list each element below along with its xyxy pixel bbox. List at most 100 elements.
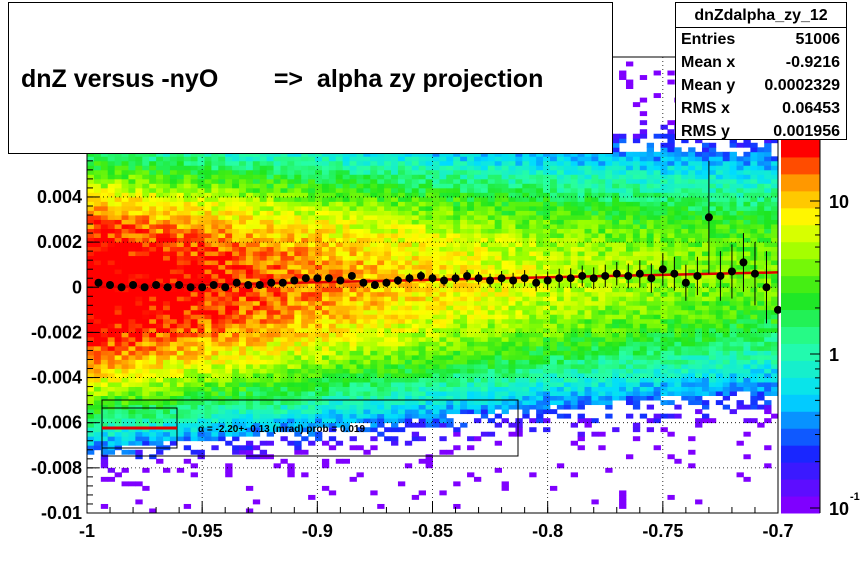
heatmap-cell	[439, 228, 447, 234]
heatmap-cell	[232, 354, 240, 360]
heatmap-cell	[239, 196, 247, 202]
heatmap-cell	[294, 327, 302, 333]
heatmap-cell	[197, 436, 205, 442]
heatmap-cell	[239, 178, 247, 184]
heatmap-cell	[425, 336, 433, 342]
heatmap-cell	[211, 260, 219, 266]
heatmap-cell	[418, 309, 426, 315]
heatmap-cell	[391, 282, 399, 288]
heatmap-cell	[142, 156, 150, 162]
heatmap-cell	[515, 210, 523, 216]
heatmap-cell	[142, 174, 150, 180]
heatmap-cell	[114, 409, 122, 415]
heatmap-cell	[239, 273, 247, 279]
heatmap-cell	[321, 359, 330, 365]
heatmap-cell	[335, 273, 344, 279]
heatmap-cell	[384, 264, 392, 270]
heatmap-cell	[522, 382, 530, 387]
heatmap-cell	[487, 368, 496, 374]
heatmap-cell	[501, 391, 509, 397]
heatmap-cell	[556, 282, 565, 288]
heatmap-cell	[556, 341, 565, 347]
heatmap-cell	[149, 205, 157, 211]
heatmap-cell	[570, 404, 579, 410]
heatmap-cell	[349, 205, 357, 211]
heatmap-cell	[190, 192, 198, 198]
heatmap-cell	[570, 228, 579, 234]
heatmap-cell	[107, 165, 116, 171]
heatmap-cell	[156, 314, 164, 320]
heatmap-cell	[453, 201, 461, 207]
heatmap-cell	[183, 341, 192, 347]
heatmap-cell	[142, 409, 150, 415]
heatmap-cell	[536, 345, 544, 351]
heatmap-cell	[169, 332, 178, 338]
heatmap-cell	[211, 192, 219, 198]
heatmap-cell	[107, 169, 116, 175]
heatmap-cell	[204, 269, 212, 275]
heatmap-cell	[294, 359, 302, 365]
heatmap-cell	[487, 382, 496, 387]
heatmap-cell	[204, 255, 212, 261]
heatmap-cell	[211, 445, 219, 451]
heatmap-cell	[93, 237, 102, 243]
heatmap-cell	[321, 178, 330, 184]
heatmap-cell	[536, 169, 544, 175]
heatmap-cell	[142, 278, 150, 284]
heatmap-cell	[335, 440, 344, 446]
heatmap-cell	[494, 165, 502, 171]
heatmap-cell	[225, 210, 233, 216]
heatmap-cell	[384, 260, 392, 266]
heatmap-cell	[404, 382, 413, 387]
heatmap-cell	[349, 300, 357, 306]
heatmap-cell	[425, 323, 433, 329]
heatmap-cell	[404, 228, 413, 234]
heatmap-cell	[356, 300, 364, 306]
heatmap-cell	[335, 305, 344, 311]
heatmap-cell	[301, 242, 309, 248]
heatmap-cell	[411, 373, 420, 378]
heatmap-cell	[418, 269, 426, 275]
heatmap-cell	[176, 364, 185, 369]
heatmap-cell	[156, 458, 164, 464]
heatmap-cell	[418, 228, 426, 234]
heatmap-cell	[211, 151, 219, 157]
heatmap-cell	[211, 422, 219, 428]
heatmap-cell	[197, 336, 205, 342]
heatmap-cell	[245, 160, 254, 166]
heatmap-cell	[273, 377, 281, 383]
heatmap-cell	[197, 201, 205, 207]
heatmap-cell	[328, 273, 337, 279]
heatmap-cell	[176, 418, 185, 424]
heatmap-cell	[432, 210, 440, 216]
heatmap-cell	[135, 373, 143, 378]
heatmap-cell	[418, 174, 426, 180]
heatmap-cell	[328, 445, 337, 451]
heatmap-cell	[321, 373, 330, 378]
heatmap-cell	[432, 404, 440, 410]
heatmap-cell	[197, 418, 205, 424]
heatmap-cell	[487, 377, 496, 383]
heatmap-cell	[239, 156, 247, 162]
heatmap-cell	[149, 183, 157, 189]
heatmap-cell	[183, 205, 192, 211]
heatmap-cell	[149, 287, 157, 293]
heatmap-cell	[321, 485, 330, 491]
heatmap-cell	[183, 201, 192, 207]
heatmap-cell	[128, 422, 136, 428]
heatmap-cell	[473, 201, 482, 207]
heatmap-cell	[501, 400, 509, 406]
heatmap-cell	[515, 237, 523, 243]
heatmap-cell	[391, 440, 399, 446]
heatmap-cell	[411, 318, 420, 324]
heatmap-cell	[128, 296, 136, 302]
heatmap-cell	[563, 255, 572, 261]
heatmap-cell	[252, 350, 261, 356]
heatmap-cell	[467, 201, 475, 207]
heatmap-cell	[176, 296, 185, 302]
heatmap-cell	[239, 386, 247, 392]
heatmap-cell	[501, 246, 509, 252]
heatmap-cell	[425, 151, 433, 157]
heatmap-cell	[294, 300, 302, 306]
heatmap-cell	[404, 151, 413, 157]
